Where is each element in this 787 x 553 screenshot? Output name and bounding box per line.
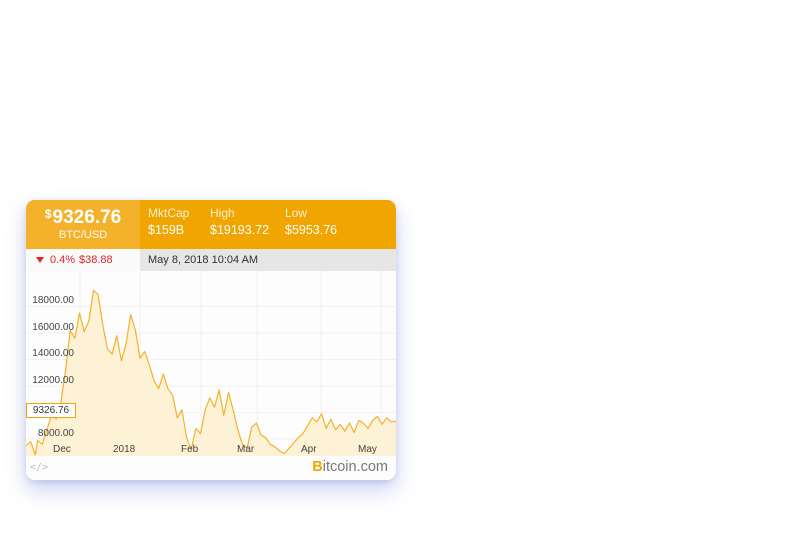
change-amount: $38.88 <box>79 254 113 266</box>
price-value: 9326.76 <box>52 207 122 228</box>
x-tick-label: Feb <box>181 444 199 455</box>
stat-low: Low $5953.76 <box>285 206 337 237</box>
updated-timestamp: May 8, 2018 10:04 AM <box>148 254 259 266</box>
stat-mktcap: MktCap $159B <box>148 206 189 237</box>
x-tick-label: Dec <box>53 444 71 455</box>
price-box: $9326.76 BTC/USD <box>26 200 140 249</box>
stat-value: $19193.72 <box>210 223 270 237</box>
stat-label: Low <box>285 206 308 220</box>
x-tick-label: Mar <box>237 444 255 455</box>
x-tick-label: 2018 <box>113 444 136 455</box>
widget-header: $9326.76 BTC/USD MktCap $159B High $1919… <box>26 200 396 249</box>
price-line <box>26 290 396 456</box>
y-tick-label: 18000.00 <box>32 295 74 306</box>
stat-high: High $19193.72 <box>210 206 269 237</box>
embed-code-button[interactable]: </> <box>30 462 49 473</box>
x-tick-label: May <box>358 444 377 455</box>
y-tick-label: 14000.00 <box>32 348 74 359</box>
x-tick-label: Apr <box>301 444 317 455</box>
change-percent: 0.4% <box>50 254 76 266</box>
currency-symbol: $ <box>44 207 52 221</box>
change-bar: 0.4% $38.88 May 8, 2018 10:04 AM <box>26 249 396 271</box>
down-arrow-icon <box>36 257 44 263</box>
price-widget: $9326.76 BTC/USD MktCap $159B High $1919… <box>26 200 396 480</box>
brand-initial: B <box>312 459 323 475</box>
stat-label: High <box>210 206 235 220</box>
price-area-fill <box>26 290 396 456</box>
price-change: 0.4% $38.88 <box>26 249 140 271</box>
price-chart[interactable]: 18000.00 16000.00 14000.00 12000.00 8000… <box>26 271 396 480</box>
brand-logo[interactable]: Bitcoin.com <box>312 459 388 475</box>
stat-value: $5953.76 <box>285 223 338 237</box>
stat-value: $159B <box>148 223 185 237</box>
timestamp-bar: May 8, 2018 10:04 AM <box>140 249 396 271</box>
currency-pair: BTC/USD <box>58 229 108 241</box>
y-tick-label: 12000.00 <box>32 375 74 386</box>
y-tick-label: 8000.00 <box>37 428 74 439</box>
current-price-marker: 9326.76 <box>26 403 76 418</box>
brand-name: itcoin.com <box>322 459 388 475</box>
y-tick-label: 16000.00 <box>32 322 74 333</box>
chart-plot <box>26 271 396 456</box>
current-price: $9326.76 <box>26 207 140 229</box>
stat-label: MktCap <box>148 206 190 220</box>
